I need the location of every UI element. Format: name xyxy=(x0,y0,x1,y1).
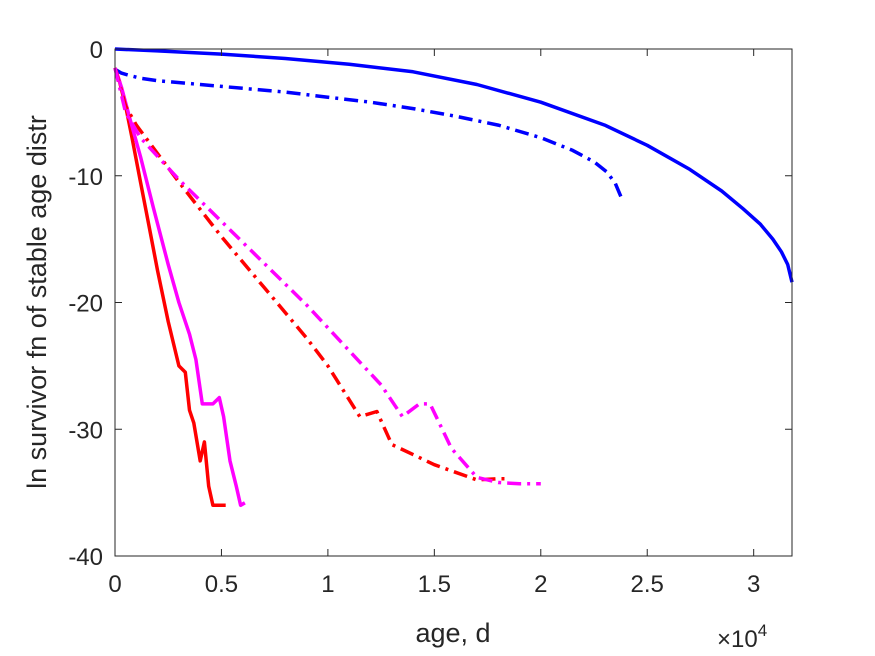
x-tick-label: 0.5 xyxy=(205,571,238,598)
series-line-5 xyxy=(113,67,509,482)
y-tick-label: -10 xyxy=(68,164,103,191)
y-tick-label: -20 xyxy=(68,291,103,318)
x-tick-label: 2.5 xyxy=(631,571,664,598)
y-tick-label: -30 xyxy=(68,417,103,444)
y-tick-label: -40 xyxy=(68,544,103,571)
x-exponent-power: 4 xyxy=(758,621,767,640)
x-exponent-base: ×10 xyxy=(717,626,758,653)
x-tick-label: 0 xyxy=(108,571,121,598)
x-axis-label: age, d xyxy=(415,618,490,648)
series-line-1 xyxy=(114,47,794,283)
tick-layer: 0 0.5 1 1.5 2 2.5 3 0 -10 -20 -30 -40 xyxy=(68,37,792,598)
y-tick-label: 0 xyxy=(90,37,103,64)
x-tick-label: 1 xyxy=(321,571,334,598)
x-tick-label: 2 xyxy=(534,571,547,598)
x-axis-exponent: ×104 xyxy=(717,621,767,653)
y-axis-label: ln survivor fn of stable age distr xyxy=(22,115,52,489)
x-tick-label: 3 xyxy=(747,571,760,598)
series-line-4 xyxy=(113,67,246,508)
x-tick-label: 1.5 xyxy=(418,571,451,598)
plot-background xyxy=(115,49,792,556)
series-line-3 xyxy=(113,67,226,508)
series-layer xyxy=(113,47,794,508)
series-line-6 xyxy=(113,67,541,486)
